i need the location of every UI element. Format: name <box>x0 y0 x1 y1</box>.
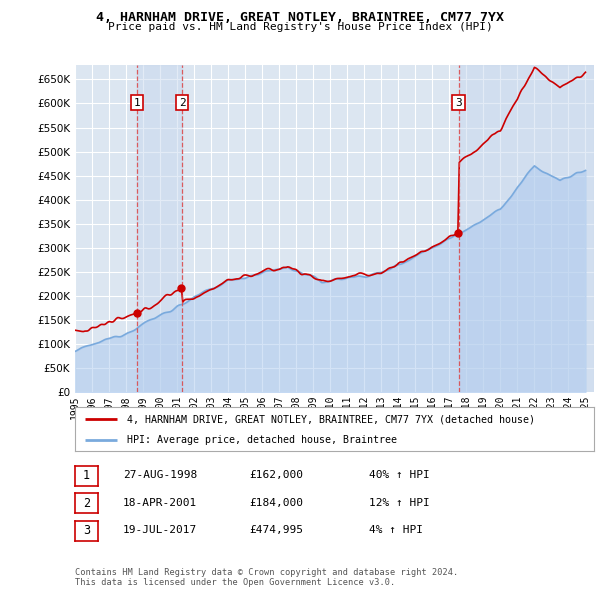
Text: 12% ↑ HPI: 12% ↑ HPI <box>369 498 430 507</box>
Text: £162,000: £162,000 <box>249 470 303 480</box>
Text: 1: 1 <box>83 469 90 482</box>
Text: 19-JUL-2017: 19-JUL-2017 <box>123 526 197 535</box>
Text: 4, HARNHAM DRIVE, GREAT NOTLEY, BRAINTREE, CM77 7YX (detached house): 4, HARNHAM DRIVE, GREAT NOTLEY, BRAINTRE… <box>127 415 535 424</box>
Text: 27-AUG-1998: 27-AUG-1998 <box>123 470 197 480</box>
Text: 4% ↑ HPI: 4% ↑ HPI <box>369 526 423 535</box>
Text: 3: 3 <box>455 97 462 107</box>
Text: 18-APR-2001: 18-APR-2001 <box>123 498 197 507</box>
Text: £474,995: £474,995 <box>249 526 303 535</box>
Text: Price paid vs. HM Land Registry's House Price Index (HPI): Price paid vs. HM Land Registry's House … <box>107 22 493 32</box>
Text: 2: 2 <box>83 497 90 510</box>
Text: HPI: Average price, detached house, Braintree: HPI: Average price, detached house, Brai… <box>127 435 397 445</box>
Text: 2: 2 <box>179 97 185 107</box>
Bar <box>137 65 182 392</box>
Text: 1: 1 <box>134 97 140 107</box>
Text: Contains HM Land Registry data © Crown copyright and database right 2024.
This d: Contains HM Land Registry data © Crown c… <box>75 568 458 587</box>
Text: £184,000: £184,000 <box>249 498 303 507</box>
Text: 40% ↑ HPI: 40% ↑ HPI <box>369 470 430 480</box>
Text: 4, HARNHAM DRIVE, GREAT NOTLEY, BRAINTREE, CM77 7YX: 4, HARNHAM DRIVE, GREAT NOTLEY, BRAINTRE… <box>96 11 504 24</box>
Text: 3: 3 <box>83 525 90 537</box>
Bar <box>458 65 594 392</box>
